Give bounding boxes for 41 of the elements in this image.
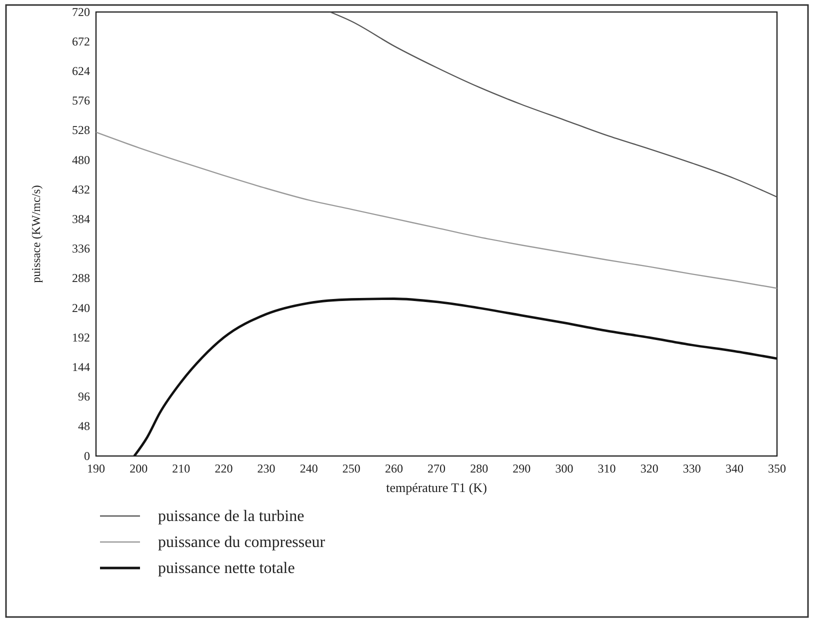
x-tick-label: 200 — [130, 462, 148, 476]
x-tick-label: 210 — [172, 462, 190, 476]
y-axis-title: puissace (KW/mc/s) — [29, 185, 43, 283]
line-series — [329, 12, 777, 198]
line-series — [133, 298, 777, 456]
x-tick-label: 350 — [768, 462, 786, 476]
y-tick-label: 336 — [72, 242, 90, 256]
x-tick-label: 300 — [555, 462, 574, 476]
y-tick-label: 624 — [72, 64, 90, 78]
x-tick-label: 230 — [257, 462, 276, 476]
y-tick-label: 432 — [72, 182, 90, 196]
y-tick-label: 576 — [72, 94, 90, 108]
x-tick-label: 310 — [598, 462, 616, 476]
y-tick-label: 48 — [78, 419, 90, 434]
legend-label: puissance nette totale — [158, 560, 295, 577]
legend-label: puissance du compresseur — [158, 534, 326, 551]
x-axis-title: température T1 (K) — [386, 480, 487, 495]
y-tick-label: 0 — [84, 448, 90, 463]
x-tick-label: 280 — [470, 462, 488, 476]
y-tick-label: 192 — [72, 330, 90, 344]
x-tick-label: 320 — [640, 462, 658, 476]
x-tick-label: 220 — [214, 462, 233, 476]
line-series — [96, 132, 777, 289]
y-tick-label: 240 — [72, 300, 90, 315]
y-tick-label: 288 — [72, 271, 90, 286]
y-tick-label: 528 — [72, 123, 90, 138]
x-tick-label: 250 — [342, 462, 360, 476]
legend-label: puissance de la turbine — [158, 508, 304, 525]
x-tick-label: 340 — [725, 462, 744, 476]
x-tick-label: 260 — [384, 462, 403, 476]
y-tick-label: 96 — [78, 390, 90, 404]
y-tick-label: 480 — [72, 152, 90, 167]
y-tick-label: 672 — [72, 34, 90, 48]
x-tick-label: 270 — [428, 462, 446, 476]
y-tick-label: 720 — [72, 4, 90, 19]
y-tick-label: 384 — [72, 212, 90, 226]
x-tick-label: 330 — [682, 462, 701, 476]
y-tick-label: 144 — [72, 360, 90, 374]
x-tick-label: 290 — [512, 462, 531, 476]
x-tick-label: 240 — [300, 462, 318, 476]
x-tick-label: 190 — [87, 462, 105, 476]
